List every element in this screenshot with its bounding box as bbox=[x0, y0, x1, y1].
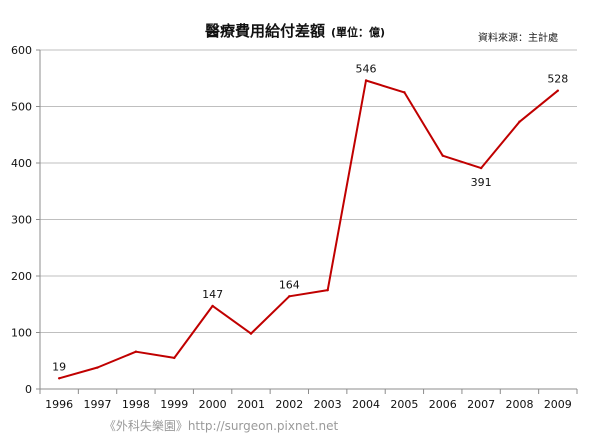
data-point bbox=[479, 166, 483, 170]
gridlines bbox=[40, 49, 577, 333]
x-tick-label: 2001 bbox=[237, 398, 265, 411]
data-labels: 19 147 164 546 391 528 bbox=[52, 63, 568, 374]
x-tick-label: 2005 bbox=[390, 398, 418, 411]
x-tick-label: 1996 bbox=[45, 398, 73, 411]
x-tick-label: 2000 bbox=[199, 398, 227, 411]
data-point bbox=[249, 332, 253, 335]
y-axis: 0 100 200 300 400 500 600 bbox=[11, 44, 41, 396]
data-label: 528 bbox=[547, 73, 568, 86]
watermark: 《外科失樂園》http://surgeon.pixnet.net bbox=[104, 418, 339, 433]
data-label: 147 bbox=[202, 288, 223, 301]
data-label: 546 bbox=[356, 63, 377, 76]
data-point bbox=[518, 120, 521, 123]
source-note: 資料來源：主計處 bbox=[478, 31, 558, 44]
x-tick-label: 2008 bbox=[505, 398, 533, 411]
data-point bbox=[173, 356, 176, 360]
data-label: 164 bbox=[279, 278, 300, 291]
chart-title: 醫療費用給付差額 bbox=[205, 22, 325, 40]
x-tick-label: 1998 bbox=[122, 398, 150, 411]
x-tick-label: 2007 bbox=[467, 398, 495, 411]
x-axis: 1996 1997 1998 1999 2000 2001 2002 2003 2004 2005… bbox=[39, 388, 578, 411]
x-tick-label: 1997 bbox=[84, 398, 112, 411]
series-line bbox=[58, 79, 559, 380]
data-point bbox=[364, 79, 368, 82]
y-tick-label: 200 bbox=[11, 270, 32, 283]
x-tick-label: 1999 bbox=[160, 398, 188, 411]
x-tick-label: 2006 bbox=[429, 398, 457, 411]
data-label: 19 bbox=[52, 360, 66, 373]
y-tick-label: 600 bbox=[11, 44, 32, 57]
data-point bbox=[403, 91, 406, 94]
x-tick-label: 2004 bbox=[352, 398, 380, 411]
data-point bbox=[57, 377, 61, 380]
data-point bbox=[556, 89, 560, 92]
data-point bbox=[288, 295, 291, 298]
data-point bbox=[211, 304, 214, 308]
data-point bbox=[96, 366, 99, 369]
data-point bbox=[441, 154, 444, 157]
data-point bbox=[326, 288, 329, 292]
y-tick-label: 0 bbox=[25, 383, 32, 396]
y-tick-label: 500 bbox=[11, 101, 32, 114]
x-tick-label: 2003 bbox=[314, 398, 342, 411]
y-tick-label: 100 bbox=[11, 327, 32, 340]
y-tick-label: 300 bbox=[11, 214, 32, 227]
series-group bbox=[57, 79, 560, 380]
unit-note: (單位：億) bbox=[331, 25, 385, 39]
x-tick-label: 2002 bbox=[275, 398, 303, 411]
data-label: 391 bbox=[471, 176, 492, 189]
y-tick-label: 400 bbox=[11, 157, 32, 170]
x-tick-label: 2009 bbox=[544, 398, 572, 411]
data-point bbox=[134, 350, 138, 353]
